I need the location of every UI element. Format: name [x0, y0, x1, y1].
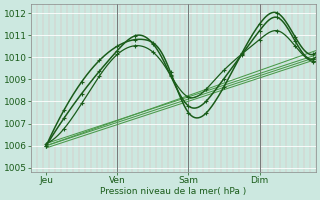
X-axis label: Pression niveau de la mer( hPa ): Pression niveau de la mer( hPa ) — [100, 187, 247, 196]
